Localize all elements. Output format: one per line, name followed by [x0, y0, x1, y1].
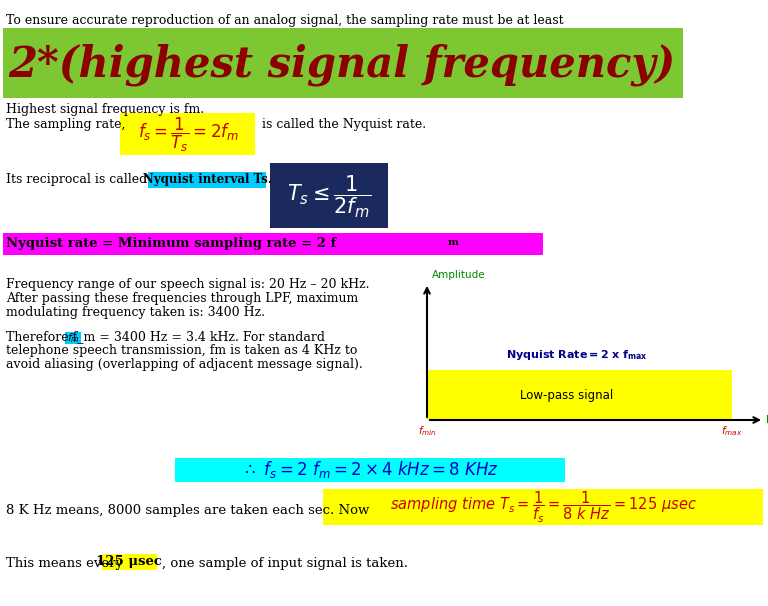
Text: Frequency range of our speech signal is: 20 Hz – 20 kHz.: Frequency range of our speech signal is:…: [6, 278, 369, 291]
Text: , one sample of input signal is taken.: , one sample of input signal is taken.: [162, 557, 408, 570]
Bar: [270, 163, 388, 228]
Text: Amplitude: Amplitude: [432, 270, 485, 280]
Bar: [175, 458, 565, 482]
Text: Its reciprocal is called: Its reciprocal is called: [6, 173, 147, 186]
Text: $f_m$: $f_m$: [67, 331, 79, 345]
Text: telephone speech transmission, fm is taken as 4 KHz to: telephone speech transmission, fm is tak…: [6, 344, 357, 357]
Text: 2*(highest signal frequency): 2*(highest signal frequency): [8, 44, 675, 86]
Text: $\mathit{sampling\ time}\ T_s = \dfrac{1}{f_s} = \dfrac{1}{8\ k\ Hz} = 125\ \mu : $\mathit{sampling\ time}\ T_s = \dfrac{1…: [389, 490, 697, 525]
Text: m: m: [448, 238, 458, 247]
Text: $T_s \leq \dfrac{1}{2f_m}$: $T_s \leq \dfrac{1}{2f_m}$: [287, 174, 371, 220]
Text: modulating frequency taken is: 3400 Hz.: modulating frequency taken is: 3400 Hz.: [6, 306, 265, 319]
Bar: [148, 172, 266, 188]
Text: $\therefore\ f_s = 2\ f_m = 2 \times 4\ kHz = 8\ KHz$: $\therefore\ f_s = 2\ f_m = 2 \times 4\ …: [241, 459, 499, 481]
Text: $\mathbf{Nyquist\ Rate = 2\ x\ f_{max}}$: $\mathbf{Nyquist\ Rate = 2\ x\ f_{max}}$: [506, 348, 648, 362]
Text: Frequency: Frequency: [766, 415, 768, 425]
Bar: [3, 233, 543, 255]
Text: avoid aliasing (overlapping of adjacent message signal).: avoid aliasing (overlapping of adjacent …: [6, 358, 362, 371]
Text: is called the Nyquist rate.: is called the Nyquist rate.: [262, 118, 426, 131]
Text: $f_{min}$: $f_{min}$: [418, 424, 436, 438]
Text: This means every: This means every: [6, 557, 123, 570]
Text: 8 K Hz means, 8000 samples are taken each sec. Now: 8 K Hz means, 8000 samples are taken eac…: [6, 504, 369, 517]
Text: To ensure accurate reproduction of an analog signal, the sampling rate must be a: To ensure accurate reproduction of an an…: [6, 14, 564, 27]
Bar: [3, 28, 683, 98]
Bar: [427, 370, 732, 420]
Text: The sampling rate,: The sampling rate,: [6, 118, 125, 131]
Bar: [102, 554, 157, 570]
Text: $f_{max}$: $f_{max}$: [721, 424, 743, 438]
Text: Low-pass signal: Low-pass signal: [521, 388, 614, 402]
Text: 125 μsec: 125 μsec: [96, 556, 162, 568]
Bar: [120, 113, 255, 155]
Text: Therefore f_m = 3400 Hz = 3.4 kHz. For standard: Therefore f_m = 3400 Hz = 3.4 kHz. For s…: [6, 330, 325, 343]
Text: $f_s = \dfrac{1}{T_s} = 2f_m$: $f_s = \dfrac{1}{T_s} = 2f_m$: [137, 116, 239, 154]
Bar: [65, 332, 81, 344]
Text: Nyquist interval Ts.: Nyquist interval Ts.: [143, 173, 271, 187]
Text: Nyquist rate = Minimum sampling rate = 2 f: Nyquist rate = Minimum sampling rate = 2…: [6, 238, 336, 250]
Bar: [323, 489, 763, 525]
Text: Highest signal frequency is fm.: Highest signal frequency is fm.: [6, 103, 204, 116]
Text: After passing these frequencies through LPF, maximum: After passing these frequencies through …: [6, 292, 358, 305]
